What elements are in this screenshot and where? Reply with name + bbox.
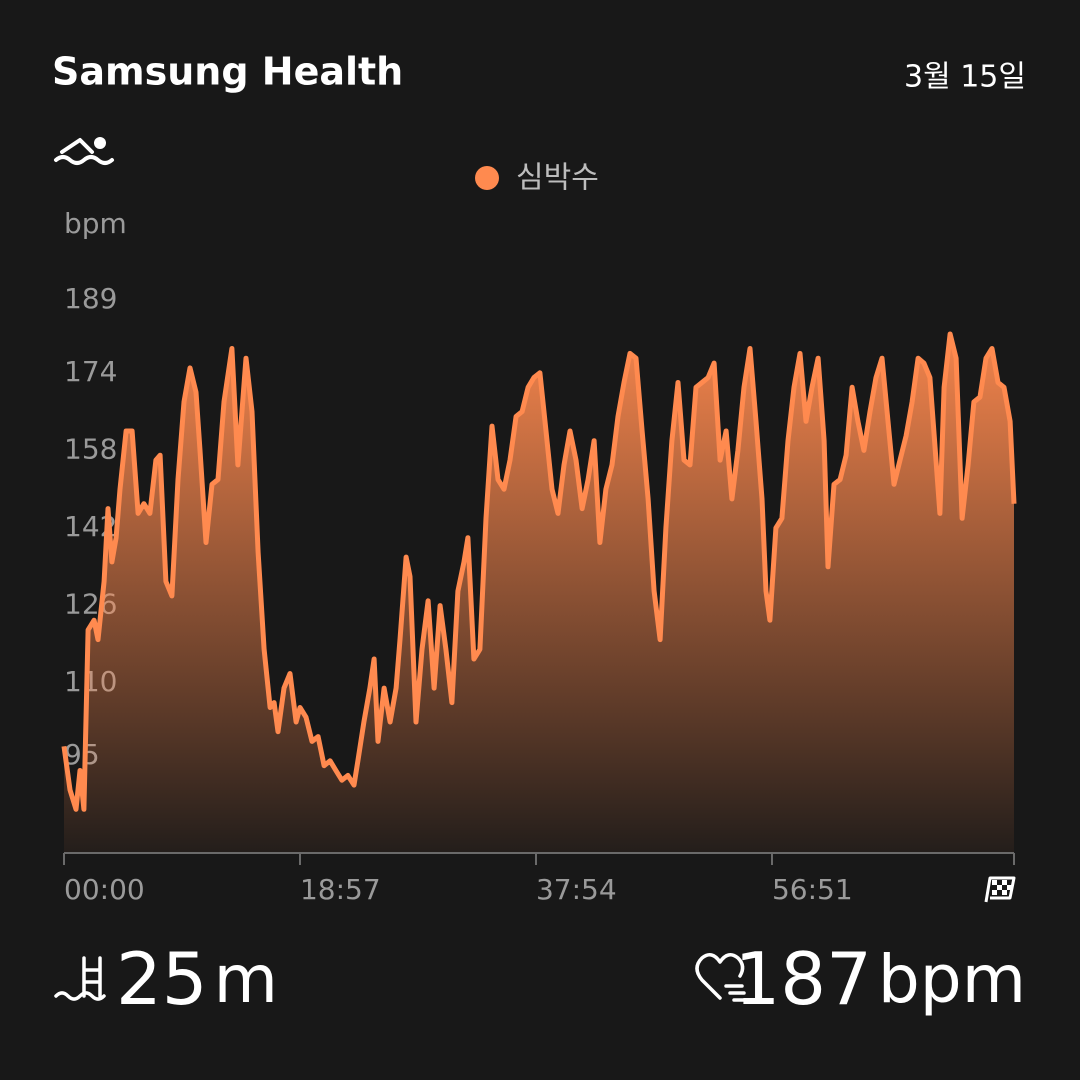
distance-unit: m bbox=[214, 941, 278, 1018]
heart-icon bbox=[695, 953, 746, 1002]
x-tick-label: 18:57 bbox=[300, 873, 381, 906]
pool-icon bbox=[54, 956, 106, 1001]
area-fill bbox=[64, 334, 1014, 853]
legend-label: 심박수 bbox=[516, 161, 599, 196]
app-title: Samsung Health bbox=[52, 50, 403, 94]
heart-rate-unit: bpm bbox=[878, 941, 1026, 1018]
x-tick-label: 37:54 bbox=[536, 873, 617, 906]
heart-rate-number: 187 bbox=[734, 937, 871, 1021]
finish-icon bbox=[984, 876, 1016, 903]
x-tick-label: 00:00 bbox=[64, 873, 145, 906]
legend-marker bbox=[475, 166, 499, 190]
y-tick-label: 174 bbox=[64, 355, 117, 388]
y-axis-label: bpm bbox=[64, 207, 127, 240]
y-tick-label: 189 bbox=[64, 282, 117, 315]
x-tick-label: 56:51 bbox=[772, 873, 853, 906]
date: 3월 15일 bbox=[904, 60, 1026, 95]
swim-icon bbox=[54, 137, 114, 165]
heart-rate-line bbox=[61, 331, 1017, 812]
distance-number: 25 bbox=[116, 937, 208, 1021]
y-tick-label: 158 bbox=[64, 432, 117, 465]
distance-value: 25m bbox=[116, 937, 278, 1021]
heart-rate-value: 187bpm bbox=[734, 937, 1026, 1021]
